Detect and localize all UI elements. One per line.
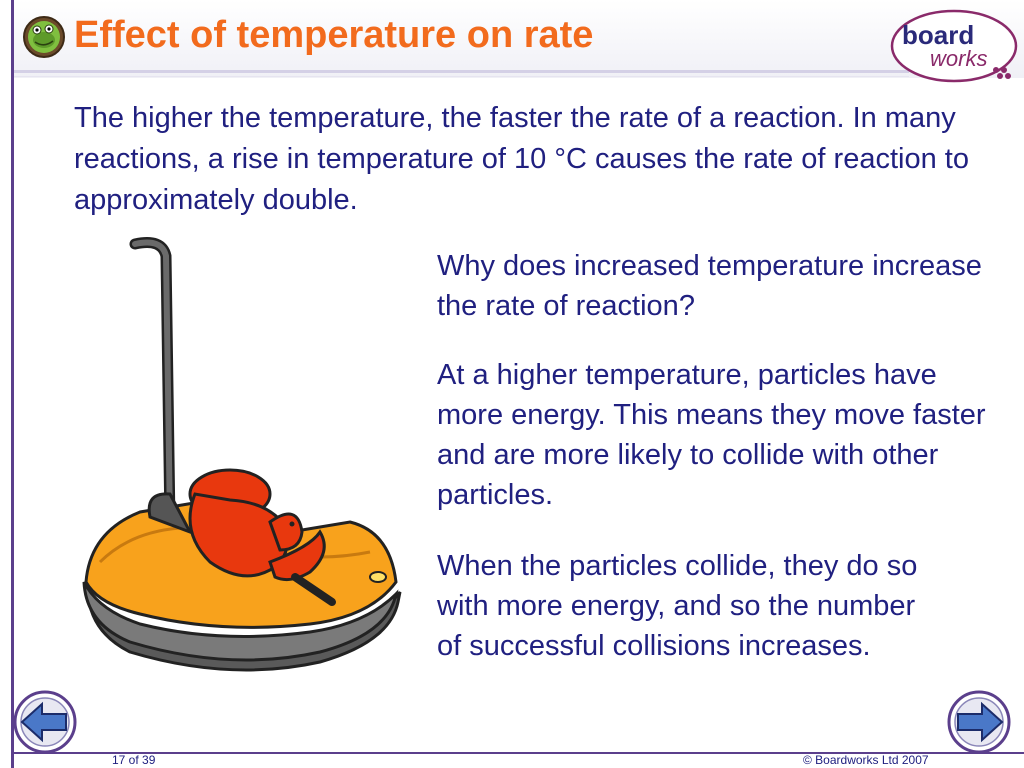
previous-slide-button[interactable] [12,690,78,754]
header-divider [14,70,909,73]
boardworks-logo: board works [890,9,1018,83]
footer-divider [14,752,1024,754]
logo-text-works: works [930,46,987,71]
answer-paragraph-1: At a higher temperature, particles have … [437,359,986,511]
copyright-text: © Boardworks Ltd 2007 [803,753,929,767]
intro-text: The higher the temperature, the faster t… [74,102,969,216]
header-divider-thin [14,76,909,77]
page-title: Effect of temperature on rate [74,14,594,56]
next-slide-button[interactable] [946,690,1012,754]
frog-icon [23,16,65,58]
question-text: Why does increased temperature increase … [437,250,982,322]
logo-text-board: board [902,20,974,50]
left-border-rule [11,0,14,768]
page-number: 17 of 39 [112,753,156,767]
header-band [14,0,1024,78]
answer-paragraph-2: When the particles collide, they do so w… [437,550,918,662]
bumper-car-illustration [82,237,402,672]
